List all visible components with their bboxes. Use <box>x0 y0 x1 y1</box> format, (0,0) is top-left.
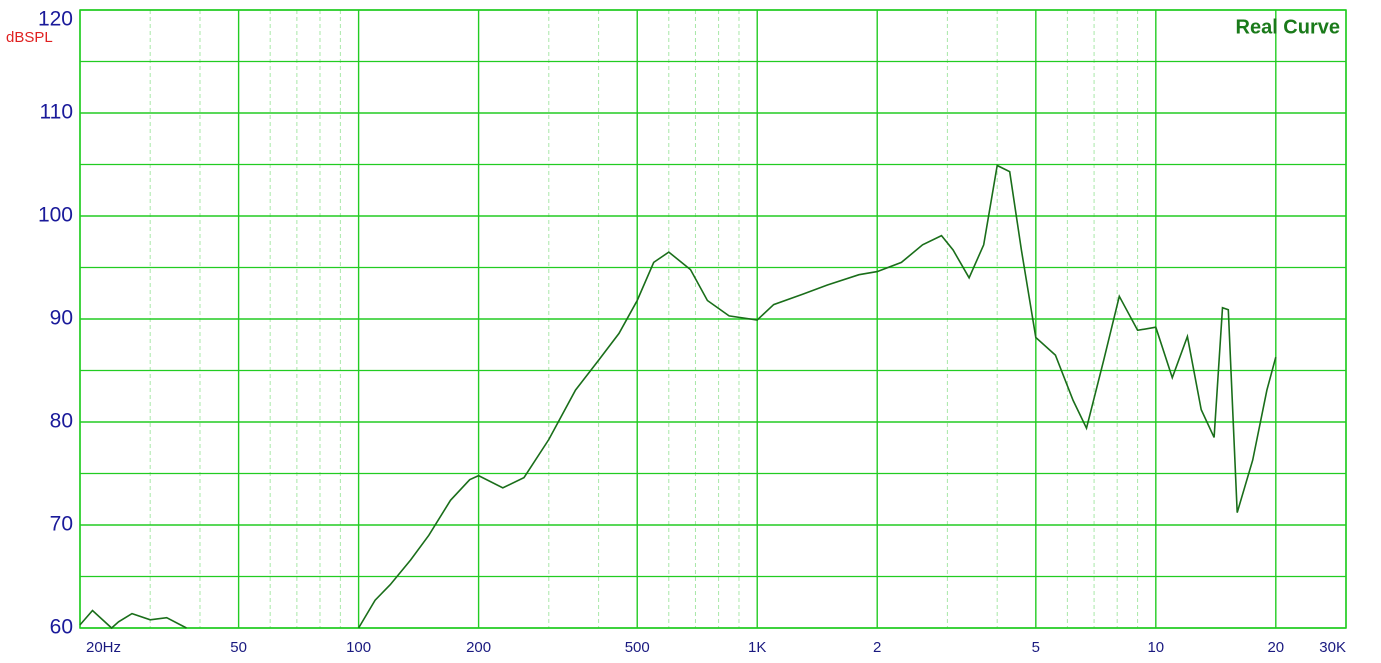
y-tick-label: 60 <box>50 616 73 639</box>
x-tick-label: 2 <box>873 639 881 656</box>
data-line <box>79 164 1277 630</box>
plot-border <box>79 9 1347 629</box>
y-tick-label: 100 <box>38 204 73 227</box>
x-tick-label: 50 <box>230 639 247 656</box>
y-tick-label: 110 <box>40 101 73 124</box>
x-tick-label: 200 <box>466 639 491 656</box>
x-tick-label: 1K <box>748 639 766 656</box>
x-tick-label: 100 <box>346 639 371 656</box>
chart-title: Real Curve <box>1236 16 1341 38</box>
x-tick-label: 30K <box>1319 639 1346 656</box>
y-tick-label: 70 <box>50 513 73 536</box>
x-tick-label: 500 <box>625 639 650 656</box>
x-tick-label: 20Hz <box>86 639 121 656</box>
y-axis-label: dBSPL <box>6 29 53 46</box>
y-tick-label: 120 <box>38 8 73 31</box>
x-tick-label: 20 <box>1267 639 1284 656</box>
x-tick-label: 10 <box>1147 639 1164 656</box>
x-tick-label: 5 <box>1032 639 1040 656</box>
y-tick-label: 90 <box>50 307 73 330</box>
y-tick-label: 80 <box>50 410 73 433</box>
